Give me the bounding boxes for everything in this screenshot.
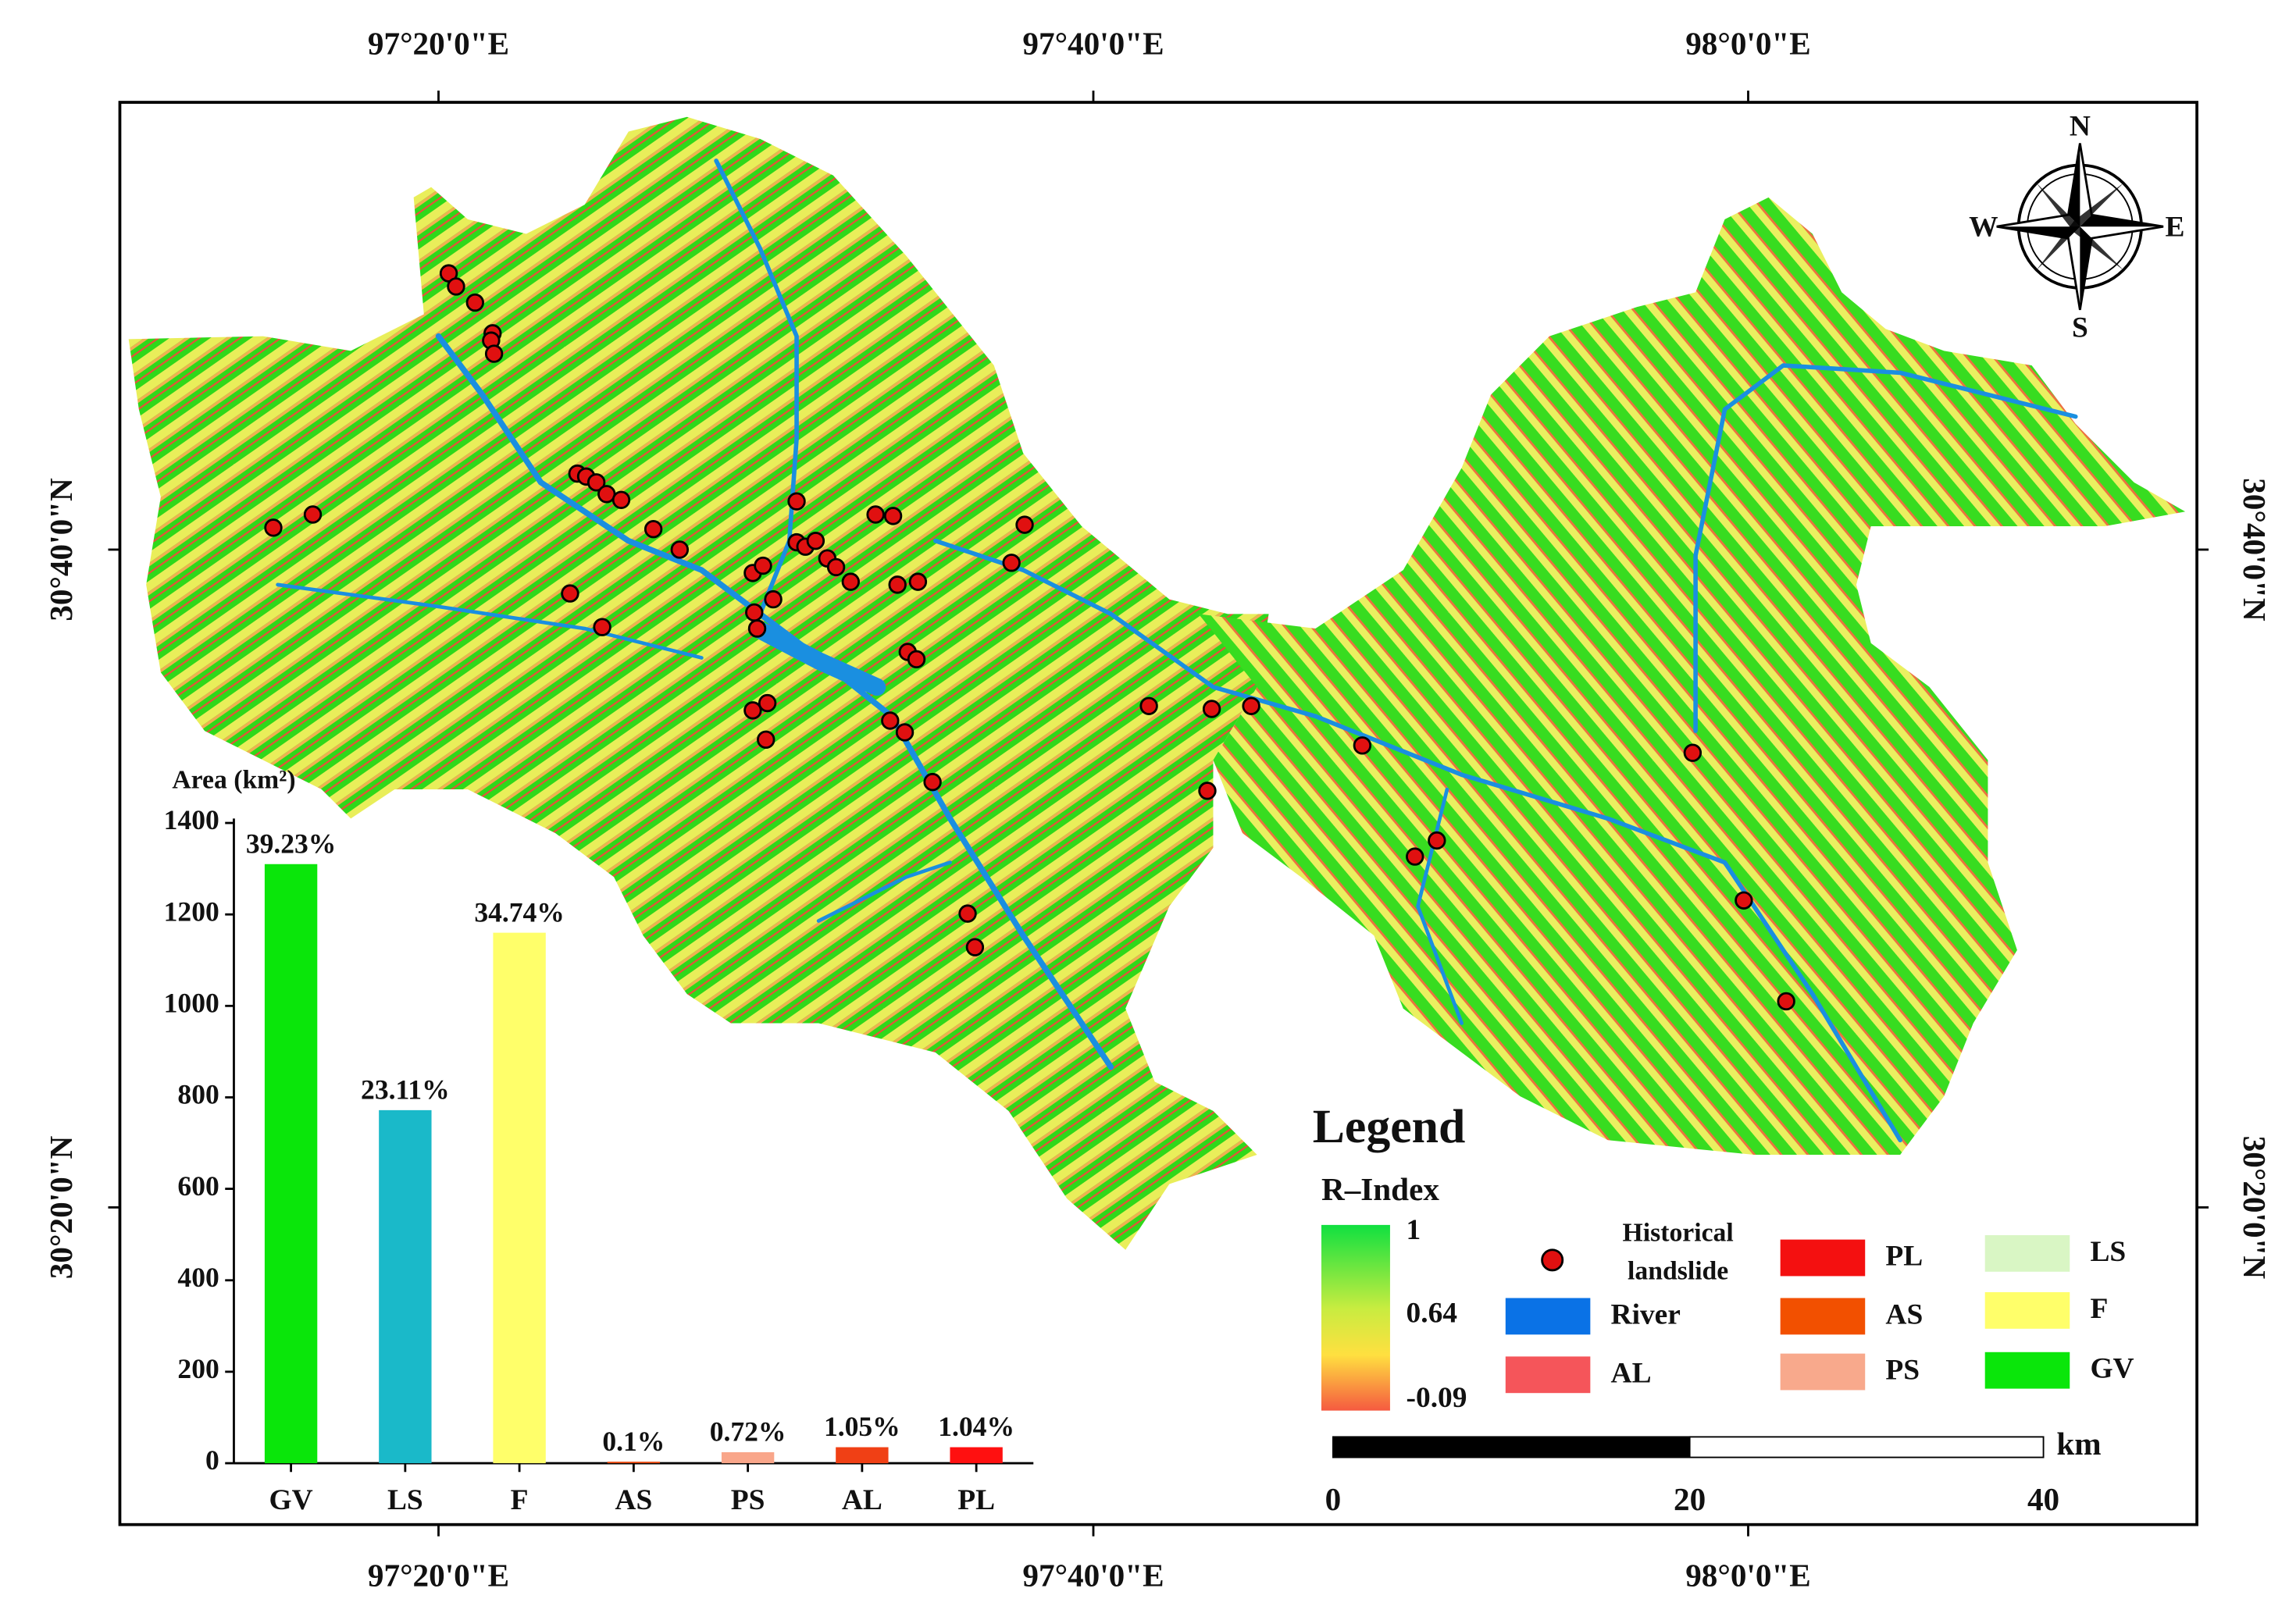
share-label: 39.23% xyxy=(246,828,337,859)
lon-label: 98°0'0"E xyxy=(1685,1557,1811,1593)
legend-swatch xyxy=(1505,1356,1591,1394)
lat-label: 30°20'0"N xyxy=(2237,1136,2273,1280)
share-label: 23.11% xyxy=(361,1074,450,1106)
legend-swatch xyxy=(1780,1298,1866,1335)
lat-label: 30°20'0"N xyxy=(43,1135,79,1279)
compass xyxy=(1996,143,2164,311)
study-area xyxy=(128,116,2186,1250)
share-label: 34.74% xyxy=(474,896,565,928)
legend-swatch xyxy=(1780,1353,1866,1391)
share-label: 0.72% xyxy=(710,1416,786,1448)
legend-label: PS xyxy=(1885,1355,1920,1387)
y-tick-label: 800 xyxy=(177,1079,219,1110)
y-tick-label: 1200 xyxy=(164,896,219,927)
scale-bar xyxy=(1688,1436,2045,1458)
landslide-points xyxy=(264,264,1795,1011)
y-tick-label: 1400 xyxy=(164,804,219,835)
y-tick-label: 0 xyxy=(205,1444,219,1476)
legend-label: landslide xyxy=(1628,1256,1728,1285)
lon-label: 98°0'0"E xyxy=(1685,25,1811,61)
y-tick-label: 1000 xyxy=(164,987,219,1018)
bar xyxy=(379,1109,432,1464)
lon-label: 97°20'0"E xyxy=(368,1557,509,1593)
lat-label: 30°40'0"N xyxy=(2237,478,2273,621)
compass-n: N xyxy=(2070,110,2091,142)
legend-label: F xyxy=(2090,1293,2108,1325)
lon-label: 97°40'0"E xyxy=(1022,1557,1164,1593)
legend-label: River xyxy=(1611,1298,1681,1330)
compass-w: W xyxy=(1969,212,1998,244)
bar xyxy=(493,932,546,1464)
r-index-ramp xyxy=(1321,1224,1390,1411)
landslide-symbol xyxy=(1541,1248,1564,1272)
y-tick-label: 400 xyxy=(177,1262,219,1293)
x-tick-label: PL xyxy=(957,1484,995,1516)
legend-label: AS xyxy=(1885,1298,1923,1330)
r-index-title: R–Index xyxy=(1321,1171,1439,1207)
r-index-tick: 1 xyxy=(1407,1214,1421,1246)
bar xyxy=(607,1462,661,1464)
lon-label: 97°40'0"E xyxy=(1022,25,1164,61)
legend-label: AL xyxy=(1611,1357,1652,1389)
legend-label: Historical xyxy=(1623,1219,1734,1248)
scale-label: 40 xyxy=(2027,1481,2059,1517)
legend-label: LS xyxy=(2090,1236,2126,1268)
chart-ylabel: Area (km²) xyxy=(172,765,295,794)
legend-swatch xyxy=(1505,1298,1591,1335)
scale-unit: km xyxy=(2056,1426,2101,1462)
x-tick-label: PS xyxy=(731,1484,765,1516)
r-index-tick: 0.64 xyxy=(1407,1298,1458,1330)
r-index-tick: -0.09 xyxy=(1407,1382,1467,1414)
legend-swatch xyxy=(1984,1352,2070,1389)
bar xyxy=(264,864,318,1464)
bar xyxy=(836,1447,889,1464)
bar xyxy=(721,1452,775,1464)
bar xyxy=(950,1447,1003,1464)
lon-label: 97°20'0"E xyxy=(368,25,509,61)
compass-e: E xyxy=(2166,212,2185,244)
legend-label: GV xyxy=(2090,1353,2134,1385)
rivers xyxy=(276,158,2078,1143)
y-tick-label: 200 xyxy=(177,1353,219,1384)
legend-swatch xyxy=(1780,1239,1866,1277)
frame-ticks xyxy=(108,91,2209,1537)
legend-swatch xyxy=(1984,1234,2070,1272)
x-tick-label: F xyxy=(511,1484,529,1516)
share-label: 0.1% xyxy=(602,1426,665,1457)
y-tick-label: 600 xyxy=(177,1170,219,1202)
share-label: 1.05% xyxy=(824,1411,900,1442)
x-tick-label: GV xyxy=(269,1484,313,1516)
share-label: 1.04% xyxy=(938,1411,1014,1442)
compass-s: S xyxy=(2072,312,2088,344)
legend-label: PL xyxy=(1885,1241,1923,1273)
scale-label: 20 xyxy=(1674,1481,1706,1517)
x-tick-label: LS xyxy=(387,1484,423,1516)
scale-label: 0 xyxy=(1325,1481,1342,1517)
scale-bar xyxy=(1332,1436,1691,1458)
x-tick-label: AS xyxy=(615,1484,652,1516)
x-tick-label: AL xyxy=(842,1484,882,1516)
lat-label: 30°40'0"N xyxy=(43,478,79,621)
legend-swatch xyxy=(1984,1292,2070,1329)
legend-title: Legend xyxy=(1313,1100,1466,1153)
